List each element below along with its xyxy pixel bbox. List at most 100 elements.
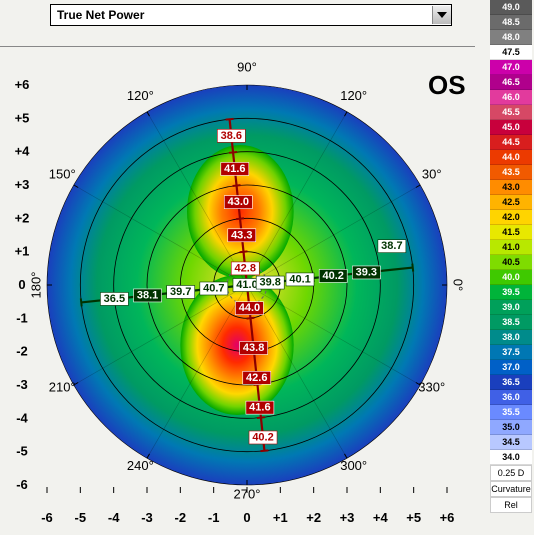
scale-step: 42.5 (490, 195, 532, 210)
svg-text:+1: +1 (15, 244, 30, 259)
svg-text:-4: -4 (16, 410, 28, 425)
scale-step: 42.0 (490, 210, 532, 225)
svg-text:90°: 90° (237, 60, 257, 75)
value-box: 39.8 (256, 276, 284, 289)
scale-step: 46.5 (490, 75, 532, 90)
scale-step: 37.0 (490, 360, 532, 375)
svg-text:39.3: 39.3 (356, 266, 377, 278)
svg-text:40.2: 40.2 (252, 431, 273, 443)
svg-text:-6: -6 (16, 477, 28, 492)
svg-text:40.7: 40.7 (203, 282, 224, 294)
scale-step: 38.0 (490, 330, 532, 345)
scale-step: 46.0 (490, 90, 532, 105)
scale-step: 41.0 (490, 240, 532, 255)
svg-text:+2: +2 (306, 510, 321, 525)
scale-caption: Curvature (490, 481, 532, 497)
svg-text:330°: 330° (418, 380, 445, 395)
scale-step: 34.0 (490, 450, 532, 465)
scale-step: 34.5 (490, 435, 532, 450)
scale-step: 40.5 (490, 255, 532, 270)
value-box: 40.1 (286, 273, 314, 286)
svg-text:41.0: 41.0 (236, 279, 257, 291)
scale-step: 49.0 (490, 0, 532, 15)
svg-text:+6: +6 (440, 510, 455, 525)
svg-text:+4: +4 (373, 510, 389, 525)
scale-step: 39.5 (490, 285, 532, 300)
value-box: 44.0 (235, 302, 263, 315)
svg-text:43.0: 43.0 (228, 196, 249, 208)
svg-text:38.6: 38.6 (221, 130, 242, 142)
svg-text:38.7: 38.7 (381, 240, 402, 252)
scale-step: 45.0 (490, 120, 532, 135)
scale-step: 48.0 (490, 30, 532, 45)
value-box: 42.8 (231, 262, 259, 275)
svg-text:36.5: 36.5 (104, 293, 125, 305)
scale-step: 40.0 (490, 270, 532, 285)
scale-step: 44.5 (490, 135, 532, 150)
scale-step: 39.0 (490, 300, 532, 315)
value-box: 43.8 (240, 341, 268, 354)
scale-step: 36.0 (490, 390, 532, 405)
scale-step: 48.5 (490, 15, 532, 30)
svg-text:120°: 120° (340, 88, 367, 103)
svg-text:+3: +3 (340, 510, 355, 525)
scale-step: 43.5 (490, 165, 532, 180)
value-box: 40.2 (249, 431, 277, 444)
svg-text:-5: -5 (75, 510, 87, 525)
value-box: 41.6 (221, 162, 249, 175)
svg-text:+6: +6 (15, 77, 30, 92)
value-box: 41.6 (246, 401, 274, 414)
svg-text:43.8: 43.8 (243, 342, 264, 354)
svg-text:-2: -2 (175, 510, 187, 525)
value-box: 38.7 (378, 240, 406, 253)
value-box: 40.7 (200, 282, 228, 295)
svg-text:270°: 270° (234, 486, 261, 501)
scale-step-label: 0.25 D (490, 465, 532, 481)
value-box: 39.3 (352, 266, 380, 279)
svg-text:150°: 150° (49, 166, 76, 181)
svg-text:120°: 120° (127, 88, 154, 103)
svg-text:44.0: 44.0 (239, 302, 260, 314)
scale-step: 35.0 (490, 420, 532, 435)
svg-text:-3: -3 (16, 377, 28, 392)
svg-text:-6: -6 (41, 510, 53, 525)
svg-text:-2: -2 (16, 344, 28, 359)
value-box: 38.6 (217, 129, 245, 142)
scale-step: 35.5 (490, 405, 532, 420)
value-box: 39.7 (167, 285, 195, 298)
svg-text:+1: +1 (273, 510, 288, 525)
value-box: 42.6 (243, 371, 271, 384)
scale-step: 47.0 (490, 60, 532, 75)
scale-footer: Rel (490, 497, 532, 513)
topography-chart: 42.8 43.3 43.0 41.6 38.6 41.0 44.0 43.8 42.6 41.6… (0, 0, 534, 535)
svg-text:40.2: 40.2 (322, 270, 343, 282)
svg-text:38.1: 38.1 (137, 289, 158, 301)
value-box: 43.3 (228, 229, 256, 242)
svg-text:41.6: 41.6 (224, 163, 245, 175)
svg-text:-3: -3 (141, 510, 153, 525)
scale-step: 38.5 (490, 315, 532, 330)
value-box: 43.0 (224, 196, 252, 209)
scale-step: 47.5 (490, 45, 532, 60)
svg-text:-5: -5 (16, 444, 28, 459)
svg-text:42.8: 42.8 (235, 262, 256, 274)
svg-text:-1: -1 (16, 310, 28, 325)
svg-text:+2: +2 (15, 210, 30, 225)
svg-text:+5: +5 (406, 510, 421, 525)
svg-text:-1: -1 (208, 510, 220, 525)
scale-step: 37.5 (490, 345, 532, 360)
svg-text:0°: 0° (451, 279, 466, 291)
svg-text:40.1: 40.1 (289, 273, 310, 285)
svg-text:39.7: 39.7 (170, 286, 191, 298)
svg-text:-4: -4 (108, 510, 120, 525)
svg-text:+5: +5 (15, 110, 30, 125)
scale-step: 45.5 (490, 105, 532, 120)
svg-text:+3: +3 (15, 177, 30, 192)
svg-text:42.6: 42.6 (246, 372, 267, 384)
color-scale: 49.048.548.047.547.046.546.045.545.044.5… (490, 0, 532, 513)
svg-text:180°: 180° (28, 272, 43, 299)
scale-step: 43.0 (490, 180, 532, 195)
svg-text:41.6: 41.6 (249, 402, 270, 414)
svg-text:30°: 30° (422, 166, 442, 181)
scale-step: 44.0 (490, 150, 532, 165)
